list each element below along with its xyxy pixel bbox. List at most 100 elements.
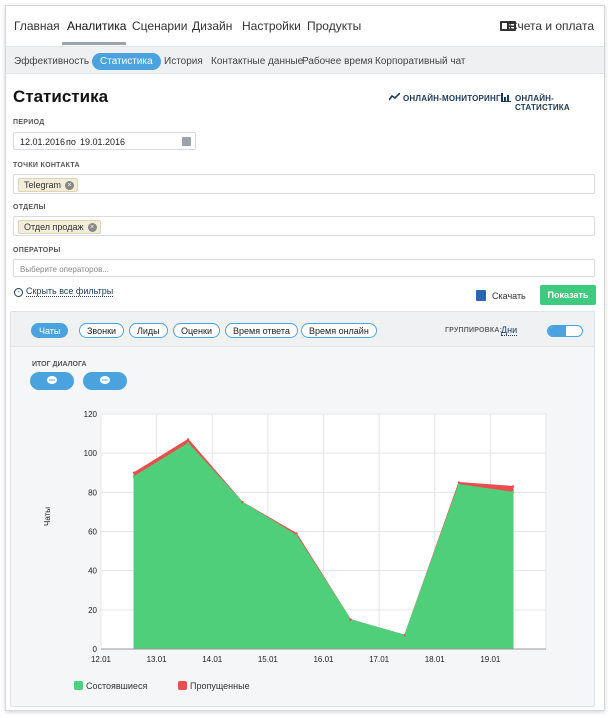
chart-tabs-bar: Чаты Звонки Лиды Оценки Время ответа Вре… xyxy=(11,312,594,347)
legend-label-missed: Пропущенные xyxy=(190,681,250,691)
top-nav: Главная Аналитика Сценарии Дизайн Настро… xyxy=(6,6,604,46)
departments-tag: Отдел продаж × xyxy=(18,220,101,234)
legend-swatch-completed xyxy=(74,681,83,690)
nav-item-scenarios[interactable]: Сценарии xyxy=(132,19,188,33)
grouping-select[interactable]: Дни xyxy=(501,325,518,336)
calendar-icon[interactable] xyxy=(182,137,191,146)
download-link[interactable]: Скачать xyxy=(492,291,526,301)
data-point-missed xyxy=(457,481,461,484)
y-axis-label: Чаты xyxy=(43,506,52,526)
contacts-label: ТОЧКИ КОНТАКТА xyxy=(13,162,80,169)
operators-placeholder: Выберите операторов... xyxy=(20,265,109,274)
nav-item-analytics[interactable]: Аналитика xyxy=(67,19,127,33)
y-tick-label: 40 xyxy=(88,567,97,576)
tab-response-time[interactable]: Время ответа xyxy=(225,323,298,338)
y-tick-label: 60 xyxy=(88,528,97,537)
data-point-completed xyxy=(457,483,461,486)
page-title: Статистика xyxy=(13,87,109,106)
trend-icon xyxy=(389,93,400,101)
period-to[interactable]: 19.01.2016 xyxy=(80,137,126,147)
nav-item-design[interactable]: Дизайн xyxy=(192,19,233,33)
data-point-missed xyxy=(186,438,190,441)
operators-field[interactable]: Выберите операторов... xyxy=(13,259,595,277)
tab-chats[interactable]: Чаты xyxy=(31,323,69,338)
data-point-completed xyxy=(132,475,136,478)
area-chart-icon[interactable] xyxy=(548,326,566,336)
tab-ratings[interactable]: Оценки xyxy=(173,323,220,338)
x-tick-label: 15.01 xyxy=(258,655,279,664)
dialog-result-label: ИТОГ ДИАЛОГА xyxy=(32,361,87,368)
tab-leads[interactable]: Лиды xyxy=(129,323,168,338)
dialog-success-button[interactable] xyxy=(30,372,74,390)
online-stats-link[interactable]: ОНЛАЙН-СТАТИСТИКА xyxy=(501,93,604,112)
excel-icon xyxy=(476,290,486,301)
data-point-completed xyxy=(511,491,515,494)
contacts-field[interactable]: Telegram × xyxy=(13,174,595,194)
legend-item-missed[interactable]: Пропущенные xyxy=(178,681,250,691)
contacts-tag-label: Telegram xyxy=(24,180,62,190)
y-tick-label: 20 xyxy=(88,606,97,615)
chat-bubble-icon xyxy=(100,376,110,384)
subnav-item-history[interactable]: История xyxy=(164,56,203,67)
app-window: Главная Аналитика Сценарии Дизайн Настро… xyxy=(5,5,605,711)
billing-icon xyxy=(500,21,516,31)
x-tick-label: 19.01 xyxy=(480,655,501,664)
departments-tag-label: Отдел продаж xyxy=(24,222,84,232)
x-tick-label: 18.01 xyxy=(425,655,446,664)
grouping-label: ГРУППИРОВКА: xyxy=(445,327,503,334)
data-point-missed xyxy=(403,634,406,637)
data-point-missed xyxy=(241,500,244,504)
online-monitoring-link[interactable]: ОНЛАЙН-МОНИТОРИНГ xyxy=(389,93,501,103)
online-monitoring-label: ОНЛАЙН-МОНИТОРИНГ xyxy=(403,94,501,103)
hide-filters-label: Скрыть все фильтры xyxy=(26,286,114,297)
nav-active-indicator xyxy=(62,42,126,45)
tab-online-time[interactable]: Время онлайн xyxy=(301,323,377,338)
subnav-item-statistics[interactable]: Статистика xyxy=(92,53,161,70)
legend-item-completed[interactable]: Состоявшиеся xyxy=(74,681,148,691)
nav-item-settings[interactable]: Настройки xyxy=(242,19,301,33)
dialog-missed-button[interactable] xyxy=(83,372,127,390)
bar-chart-icon xyxy=(501,93,511,102)
subnav-item-contacts[interactable]: Контактные данные xyxy=(211,56,304,67)
subnav-item-work-time[interactable]: Рабочее время xyxy=(302,56,373,67)
contacts-tag: Telegram × xyxy=(18,178,79,192)
billing-link[interactable]: Счета и оплата xyxy=(508,19,594,33)
subnav-item-corp-chat[interactable]: Корпоративный чат xyxy=(375,56,466,67)
y-tick-label: 120 xyxy=(84,410,98,419)
show-button[interactable]: Показать xyxy=(540,285,596,305)
data-point-completed xyxy=(186,442,190,445)
departments-label: ОТДЕЛЫ xyxy=(13,204,46,211)
y-tick-label: 80 xyxy=(88,488,97,497)
tab-calls[interactable]: Звонки xyxy=(79,323,125,338)
x-tick-label: 12.01 xyxy=(91,655,112,664)
x-tick-label: 13.01 xyxy=(147,655,168,664)
period-from[interactable]: 12.01.2016 xyxy=(20,137,66,147)
data-point-missed xyxy=(511,485,515,488)
chats-area-chart: 0 20 40 60 80 100 120 12.01 13.01 14.01 15.01 16.01… xyxy=(84,410,547,664)
subnav-item-efficiency[interactable]: Эффективность xyxy=(14,56,90,67)
data-point-missed xyxy=(295,532,298,535)
y-tick-label: 0 xyxy=(93,645,98,654)
period-field[interactable]: 12.01.2016 по 19.01.2016 xyxy=(13,132,196,150)
nav-item-home[interactable]: Главная xyxy=(14,19,60,33)
chart-type-toggle[interactable] xyxy=(547,325,583,337)
remove-tag-icon[interactable]: × xyxy=(87,223,97,232)
legend-label-completed: Состоявшиеся xyxy=(86,681,148,691)
chat-bubble-icon xyxy=(47,376,57,384)
sub-nav: Эффективность Статистика История Контакт… xyxy=(6,46,604,74)
x-tick-label: 14.01 xyxy=(202,655,223,664)
x-tick-label: 17.01 xyxy=(369,655,390,664)
online-stats-label: ОНЛАЙН-СТАТИСТИКА xyxy=(515,94,570,112)
data-point-missed xyxy=(349,618,352,621)
hide-filters-link[interactable]: - Скрыть все фильтры xyxy=(14,286,114,297)
legend-swatch-missed xyxy=(178,681,187,690)
period-to-prefix: по xyxy=(66,137,76,147)
remove-tag-icon[interactable]: × xyxy=(65,181,75,190)
data-point-completed xyxy=(295,534,298,537)
operators-label: ОПЕРАТОРЫ xyxy=(13,247,61,254)
nav-item-products[interactable]: Продукты xyxy=(307,19,362,33)
departments-field[interactable]: Отдел продаж × xyxy=(13,216,595,236)
y-tick-label: 100 xyxy=(84,449,98,458)
collapse-icon: - xyxy=(14,288,23,297)
data-point-missed xyxy=(132,471,136,474)
